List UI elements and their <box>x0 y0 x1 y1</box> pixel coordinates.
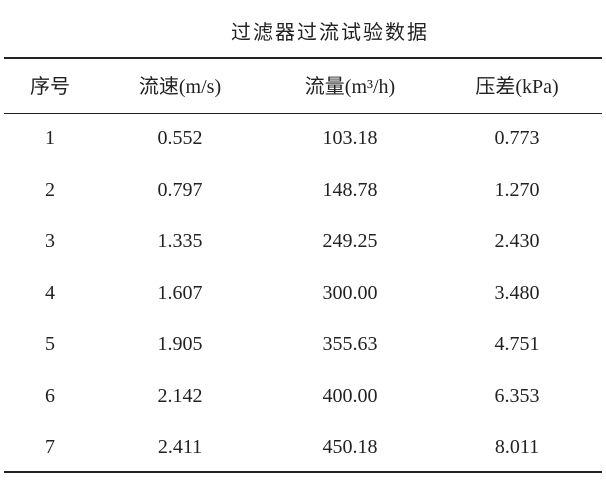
bottom-rule <box>4 471 602 473</box>
table-cell: 1 <box>45 127 55 149</box>
table-cell: 300.00 <box>322 281 378 304</box>
table-cell: 0.797 <box>157 178 203 201</box>
table-cell: 6 <box>45 384 55 407</box>
table-cell: 7 <box>45 436 55 458</box>
table-cell: 4 <box>45 281 55 304</box>
table-cell: 2 <box>45 178 55 201</box>
table-cell: 450.18 <box>322 436 378 458</box>
header-cell: 流速(m/s) <box>138 76 222 98</box>
table-cell: 0.773 <box>494 127 540 149</box>
table-cell: 1.905 <box>157 333 203 355</box>
header-cell: 流量(m³/h) <box>304 76 396 98</box>
table-cell: 2.411 <box>157 436 203 458</box>
table-cell: 4.751 <box>494 333 540 355</box>
table-cell: 103.18 <box>322 127 378 149</box>
header-cell: 序号 <box>30 76 70 98</box>
top-rule <box>4 57 602 59</box>
table-cell: 249.25 <box>322 230 378 252</box>
table-cell: 0.552 <box>157 127 203 149</box>
table-cell: 1.607 <box>157 281 203 304</box>
table-cell: 1.270 <box>494 178 540 201</box>
table-cell: 2.142 <box>157 384 203 407</box>
table-cell: 6.353 <box>494 384 540 407</box>
header-rule <box>4 113 602 114</box>
header-cell: 压差(kPa) <box>475 76 559 98</box>
table-cell: 355.63 <box>322 333 378 355</box>
table-cell: 5 <box>45 333 55 355</box>
table-cell: 8.011 <box>494 436 540 458</box>
table-cell: 2.430 <box>494 230 540 252</box>
table-cell: 3 <box>45 230 55 252</box>
table-title: 过滤器过流试验数据 <box>231 22 429 44</box>
table-cell: 400.00 <box>322 384 378 407</box>
table-cell: 1.335 <box>157 230 203 252</box>
table-cell: 3.480 <box>494 281 540 304</box>
table-cell: 148.78 <box>322 178 378 201</box>
